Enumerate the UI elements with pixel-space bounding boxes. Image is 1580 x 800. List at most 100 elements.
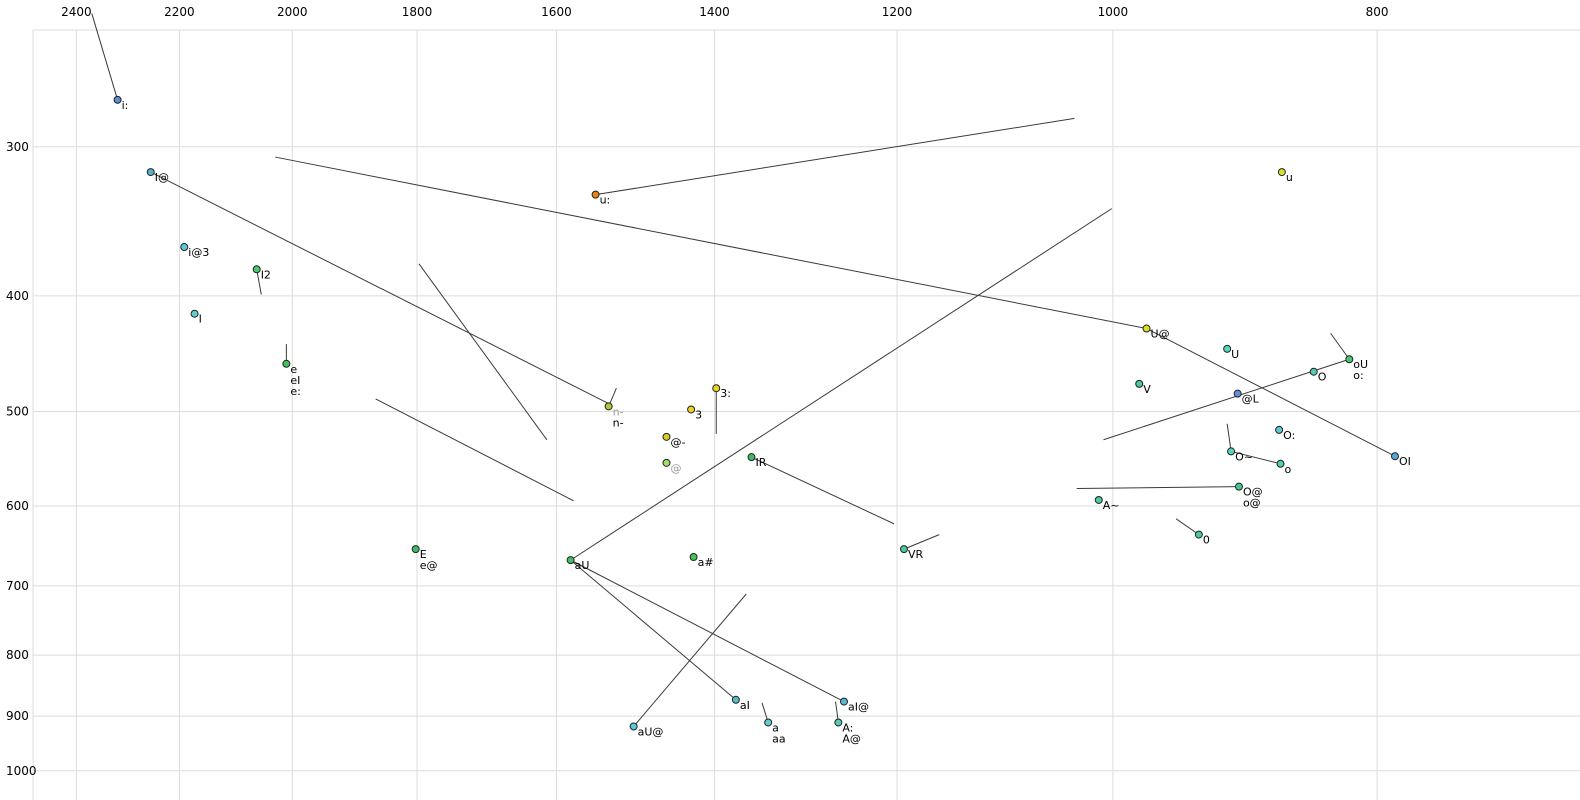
data-point-OI [1390,452,1399,461]
data-point-O [1309,367,1318,376]
trajectory-line [256,269,262,295]
data-point-a# [689,552,698,561]
point-label: e [290,363,297,376]
data-point-aI [731,695,740,704]
point-label: O [1318,371,1327,384]
point-label: 3 [695,408,702,421]
y-tick-label: 400 [6,289,29,303]
data-point-I2 [252,265,261,274]
trajectory-line [570,559,737,701]
y-tick-label: 500 [6,405,29,419]
y-tick-label: 900 [6,709,29,723]
x-tick-label: 1200 [882,5,913,19]
point-label: OI [1399,455,1411,468]
x-tick-label: 2000 [277,5,308,19]
point-label: O@ [1243,486,1263,499]
point-label: 0 [1203,534,1210,547]
data-point-O~ [1227,447,1236,456]
trajectory-line [150,171,609,404]
point-label: U [1231,348,1239,361]
x-tick-label: 2200 [164,5,195,19]
trajectory-line [1146,328,1396,457]
data-point-3: [712,384,721,393]
data-point-e [282,359,291,368]
data-point-aU@ [629,722,638,731]
point-label: U@ [1151,328,1170,341]
trajectory-line [1103,358,1350,441]
data-point-U [1223,344,1232,353]
trajectory-line [595,117,1075,196]
data-point-@- [662,432,671,441]
x-tick-label: 1400 [699,5,730,19]
point-label: aU [575,559,590,572]
data-point-A~ [1094,495,1103,504]
data-point-a [764,718,773,727]
x-tick-label: 1000 [1098,5,1129,19]
trajectory-line [751,456,895,525]
data-point-i@3 [180,243,189,252]
data-point-VR [899,545,908,554]
data-point-u [1277,168,1286,177]
y-tick-label: 600 [6,499,29,513]
x-tick-label: 1800 [402,5,433,19]
point-label: O~ [1235,450,1253,463]
trajectory-line [1226,423,1232,452]
data-point-i: [113,95,122,104]
data-point-3 [687,405,696,414]
trajectory-line [375,398,574,502]
point-label: u [1286,171,1293,184]
point-label: I@ [155,171,169,184]
data-point-aU [566,556,575,565]
point-label: A~ [1103,499,1120,512]
point-label: I2 [261,268,271,281]
y-tick-label: 300 [6,140,29,154]
trajectory-line [91,13,119,100]
point-label: A@ [842,732,861,745]
data-point-V [1135,379,1144,388]
x-tick-label: 1600 [541,5,572,19]
point-label: a [772,721,779,734]
data-point-@ [662,458,671,467]
point-label: a# [698,556,714,569]
trajectory-line [903,534,940,550]
data-point-O@ [1234,482,1243,491]
point-label: O: [1283,429,1295,442]
point-label: o@ [1243,497,1261,510]
point-label: n- [613,405,624,418]
trajectory-line [275,156,1147,330]
point-label: e@ [420,559,438,572]
point-label: @ [670,462,681,475]
trajectory-line [1230,450,1281,465]
point-label: @L [1242,393,1260,406]
data-point-0 [1194,530,1203,539]
data-point-@L [1233,389,1242,398]
point-label: 3: [720,387,731,400]
point-label: e: [290,385,300,398]
point-label: i: [122,99,129,112]
data-point-E [411,545,420,554]
data-point-n- [604,402,613,411]
point-label: V [1143,383,1151,396]
point-label: aI@ [848,701,869,714]
point-label: n- [613,416,624,429]
data-point-O: [1275,425,1284,434]
point-label: I [199,313,202,326]
trajectory-line [1076,486,1239,489]
point-label: @- [670,436,685,449]
data-point-IR [747,453,756,462]
y-tick-label: 800 [6,648,29,662]
data-point-u: [591,190,600,199]
data-point-U@ [1142,324,1151,333]
point-label: E [420,548,427,561]
point-label: o: [1353,369,1363,382]
point-label: o [1285,463,1292,476]
trajectory-line [570,559,845,703]
point-label: eI [290,374,300,387]
point-label: VR [908,548,924,561]
point-label: A: [842,721,853,734]
trajectory-line [418,263,548,441]
data-point-aI@ [839,697,848,706]
point-label: aI [740,699,750,712]
